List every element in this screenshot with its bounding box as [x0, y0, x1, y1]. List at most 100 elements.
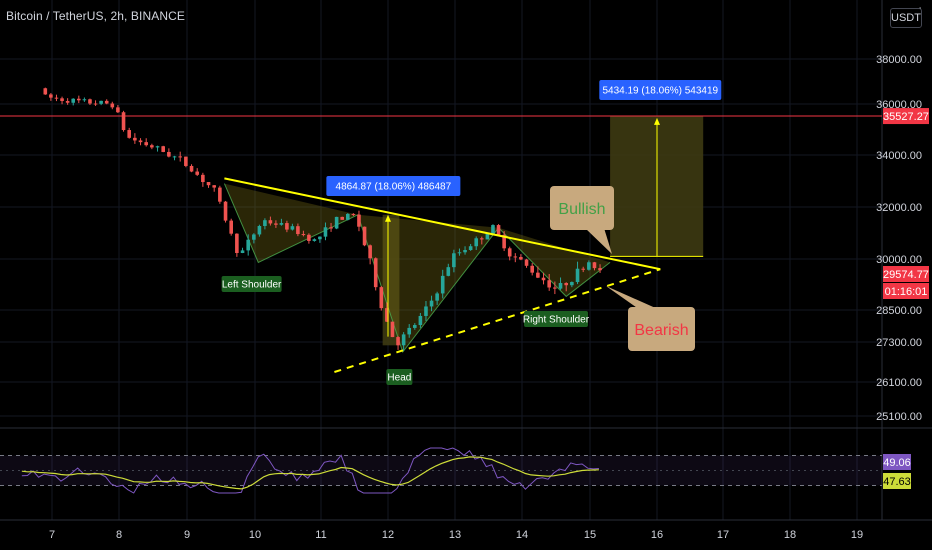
x-tick-label: 17 [717, 529, 729, 541]
candle-body [468, 246, 473, 251]
measure-label-2: 5434.19 (18.06%) 543419 [599, 80, 722, 100]
price-tag: 35527.27 [883, 108, 929, 125]
rsi-value-tag: 47.63 [883, 473, 911, 489]
candle-body [385, 308, 389, 322]
candle-body [362, 226, 367, 246]
y-tick-label: 26100.00 [876, 377, 922, 389]
measure-label-1: 4864.87 (18.06%) 486487 [326, 176, 461, 196]
x-tick-label: 7 [49, 529, 55, 541]
candle-body [263, 220, 267, 226]
candle-body [178, 156, 182, 158]
candle-body [121, 112, 126, 131]
candle-body [54, 97, 59, 99]
candle-body [60, 98, 64, 102]
pattern-outline [223, 183, 611, 354]
candle-body [212, 185, 216, 188]
candle-body [558, 283, 563, 289]
candle-body [257, 225, 262, 235]
price-tag-bg [883, 283, 929, 299]
candle-body [77, 98, 81, 101]
candle-body [43, 88, 48, 95]
rsi-value-text: 49.06 [883, 457, 911, 469]
measure-label-1-box [326, 176, 461, 196]
candle-body [413, 325, 417, 328]
bullish-callout-tail [585, 228, 612, 254]
candle-body [346, 213, 350, 220]
candle-body [189, 165, 194, 172]
candle-body [240, 250, 245, 253]
candle-body [110, 103, 115, 108]
candle-body [172, 156, 177, 158]
candle-body [49, 94, 53, 98]
y-tick-label: 32000.00 [876, 202, 922, 214]
left-shoulder-label: Left Shoulder [221, 276, 282, 292]
candle-body [418, 315, 423, 326]
candle-body [485, 233, 490, 240]
candle-body [536, 272, 540, 278]
candle-body [390, 321, 395, 338]
candle-body [513, 256, 518, 258]
candle-body [502, 234, 506, 249]
x-tick-label: 8 [116, 529, 122, 541]
bearish-callout-text: Bearish [634, 322, 688, 339]
chart-title: Bitcoin / TetherUS, 2h, BINANCE [6, 9, 185, 23]
candle-body [285, 223, 289, 230]
candle-body [424, 306, 428, 316]
candle-body [318, 236, 322, 240]
x-tick-label: 14 [516, 529, 528, 541]
price-tag-bg [883, 266, 929, 282]
right-shoulder-label: Right Shoulder [523, 311, 590, 327]
candle-body [446, 267, 451, 276]
head-label-text: Head [387, 373, 411, 384]
neckline-trendline [224, 177, 661, 271]
candle-body [252, 234, 256, 240]
candle-body [301, 234, 306, 236]
candle-body [452, 253, 456, 268]
candle-body [93, 103, 98, 105]
y-tick-label: 30000.00 [876, 254, 922, 266]
y-tick-label: 34000.00 [876, 150, 922, 162]
candle-body [206, 182, 211, 186]
candle-body [323, 227, 328, 237]
x-tick-label: 16 [651, 529, 663, 541]
candle-body [581, 268, 585, 270]
candle-body [407, 327, 412, 335]
rsi-value-bg [883, 473, 911, 489]
x-tick-label: 13 [449, 529, 461, 541]
candle-body [575, 268, 580, 283]
x-tick-label: 19 [851, 529, 863, 541]
bearish-callout: Bearish [606, 286, 695, 351]
rsi-value-tag: 49.06 [883, 454, 911, 470]
candle-body [296, 226, 300, 235]
candle-body [547, 280, 551, 288]
candle-body [144, 142, 148, 146]
candle-body [65, 101, 70, 103]
x-tick-label: 12 [382, 529, 394, 541]
support-trendline [334, 268, 661, 373]
candle-body [274, 223, 278, 225]
candle-body [564, 283, 568, 286]
candle-body [553, 287, 557, 289]
arrow-head-1 [385, 214, 391, 222]
x-tick-label: 18 [784, 529, 796, 541]
bullish-callout-text: Bullish [558, 201, 605, 218]
left-shoulder-label-box [221, 276, 282, 292]
bearish-callout-tail [606, 286, 660, 310]
price-tag-text: 29574.77 [883, 269, 929, 281]
candle-body [340, 216, 345, 220]
candle-body [235, 233, 239, 253]
candle-body [463, 250, 467, 253]
candle-body [587, 262, 591, 270]
candle-body [290, 226, 295, 230]
candle-body [507, 248, 512, 257]
rsi-value-text: 47.63 [883, 476, 911, 488]
candle-body [592, 262, 597, 269]
right-shoulder-zone [498, 227, 611, 297]
currency-button[interactable]: USDT [890, 8, 922, 28]
candle-body [519, 257, 523, 260]
x-tick-label: 10 [249, 529, 261, 541]
candle-body [429, 300, 434, 307]
candle-body [379, 287, 384, 309]
